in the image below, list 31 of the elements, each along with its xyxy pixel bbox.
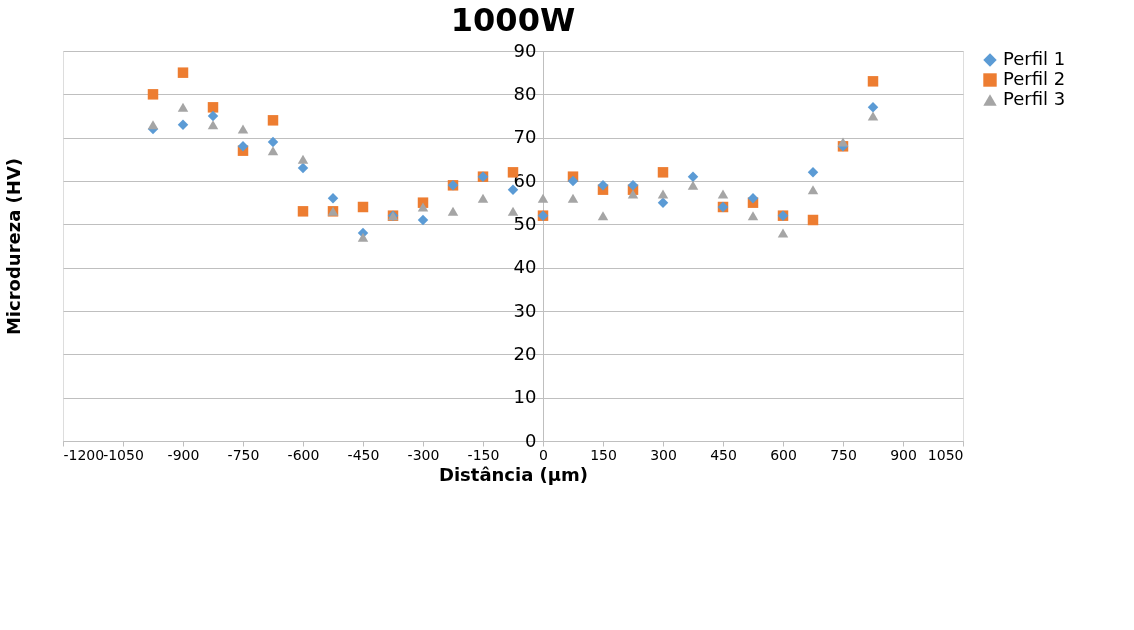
x-tick-label: 1050 [927, 446, 964, 463]
y-tick-label: 80 [513, 82, 537, 104]
y-tick-label: 10 [513, 386, 537, 408]
y-tick-label: 90 [513, 39, 537, 61]
y-axis-title: Microdureza (HV) [2, 157, 24, 336]
x-tick-label: 0 [539, 446, 548, 463]
x-tick-label: -1200 [63, 446, 105, 463]
x-tick-label: -300 [407, 446, 440, 463]
y-tick-label: 70 [513, 126, 537, 148]
x-tick-label: -900 [167, 446, 200, 463]
x-axis-title: Distância (μm) [438, 463, 589, 485]
x-tick-label: 900 [890, 446, 917, 463]
legend-label: Perfil 1 [1003, 48, 1066, 69]
y-tick-label: 40 [513, 256, 537, 278]
y-tick-label: 20 [513, 342, 537, 364]
legend-label: Perfil 3 [1003, 88, 1066, 109]
x-tick-label: 750 [830, 446, 857, 463]
x-tick-label: -450 [347, 446, 380, 463]
x-tick-label: 150 [590, 446, 617, 463]
x-tick-label: -150 [467, 446, 500, 463]
y-tick-label: 50 [513, 212, 537, 234]
x-tick-label: -1050 [103, 446, 144, 463]
y-tick-label: 30 [513, 299, 537, 321]
x-tick-label: 300 [650, 446, 677, 463]
y-tick-label: 60 [513, 169, 537, 191]
x-tick-label: -600 [287, 446, 320, 463]
x-tick-label: 600 [770, 446, 797, 463]
x-tick-label: 450 [710, 446, 737, 463]
x-tick-label: -750 [227, 446, 260, 463]
chart-title: 1000W [450, 1, 576, 39]
legend-label: Perfil 2 [1003, 68, 1066, 89]
